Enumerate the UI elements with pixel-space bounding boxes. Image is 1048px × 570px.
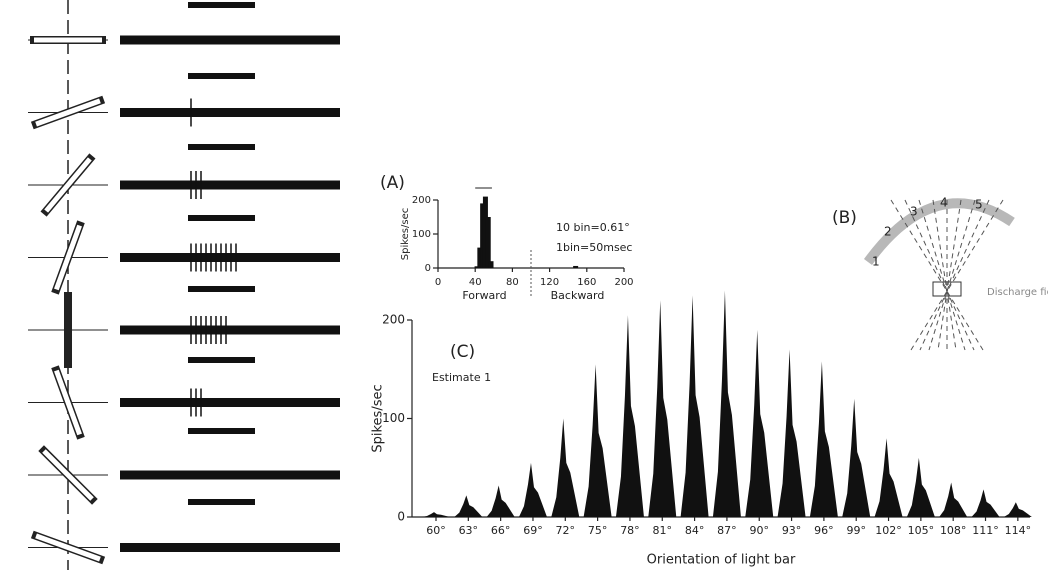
bar <box>477 247 483 268</box>
panel-label: (A) <box>380 173 405 193</box>
y-tick-label: 0 <box>425 263 431 274</box>
y-axis-label: Spikes/sec <box>371 384 386 452</box>
light-bar-inner <box>54 224 82 291</box>
light-bar-inner <box>54 369 82 436</box>
x-tick-label: 87° <box>717 524 737 537</box>
stimulus-panel <box>28 0 340 570</box>
ray <box>937 199 962 351</box>
x-tick-label: 40 <box>469 277 482 288</box>
x-tick-label: 75° <box>588 524 608 537</box>
position-label: 3 <box>910 205 918 219</box>
annotation: Estimate 1 <box>432 371 491 384</box>
histogram-group <box>680 295 709 517</box>
x-tick-label: 120 <box>540 277 559 288</box>
light-bar-inner <box>44 157 92 213</box>
bar <box>482 196 488 268</box>
y-axis-label: Spikes/sec <box>400 208 411 261</box>
histogram-group <box>615 315 644 517</box>
x-tick-label: 108° <box>940 524 967 537</box>
histogram-group <box>422 512 450 517</box>
panel-label: (C) <box>450 342 475 362</box>
x-tick-label: 80 <box>506 277 519 288</box>
bar <box>480 203 486 268</box>
x-tick-label: 0 <box>435 277 441 288</box>
histogram-group <box>486 485 515 517</box>
ray <box>904 199 975 351</box>
histogram-group <box>906 457 935 517</box>
x-tick-label: 69° <box>523 524 543 537</box>
histogram-group <box>939 482 968 517</box>
y-tick-label: 200 <box>412 195 431 206</box>
bar <box>485 217 491 268</box>
x-tick-label: 72° <box>556 524 576 537</box>
bar <box>573 265 579 268</box>
bar <box>488 261 494 268</box>
histogram-group <box>842 398 871 517</box>
histogram-group <box>518 462 547 517</box>
histogram-group <box>971 489 1000 517</box>
x-tick-label: 200 <box>614 277 633 288</box>
light-bar-inner <box>42 449 94 501</box>
x-tick-label: 160 <box>577 277 596 288</box>
position-label: 4 <box>940 196 948 210</box>
arc <box>863 198 1015 265</box>
histogram-group <box>745 329 774 517</box>
light-bar-inner <box>35 98 101 127</box>
y-tick-label: 100 <box>382 411 405 425</box>
x-label: Forward <box>462 289 506 302</box>
histogram-group <box>454 495 483 517</box>
x-tick-label: 66° <box>491 524 511 537</box>
x-tick-label: 84° <box>685 524 705 537</box>
bar <box>474 266 480 268</box>
histogram-group <box>809 361 838 517</box>
note: 1bin=50msec <box>556 241 632 254</box>
position-label: 1 <box>872 255 880 269</box>
x-tick-label: 78° <box>620 524 640 537</box>
position-label: 2 <box>884 225 892 239</box>
histogram-group <box>583 364 612 517</box>
x-tick-label: 90° <box>749 524 769 537</box>
panel-label: (B) <box>832 208 857 228</box>
x-tick-label: 96° <box>814 524 834 537</box>
histogram-group <box>777 349 806 517</box>
x-tick-label: 111° <box>972 524 999 537</box>
x-tick-label: 102° <box>875 524 902 537</box>
ray <box>932 199 957 351</box>
ray <box>928 199 976 351</box>
field-label: Discharge field <box>987 287 1048 298</box>
ray <box>890 199 984 351</box>
ray <box>910 199 1004 351</box>
x-tick-label: 93° <box>782 524 802 537</box>
histogram-group <box>712 290 741 517</box>
x-axis-label: Orientation of light bar <box>647 553 796 568</box>
x-tick-label: 105° <box>908 524 935 537</box>
ray <box>918 199 966 351</box>
y-tick-label: 100 <box>412 229 431 240</box>
histogram-group <box>551 418 580 517</box>
ray <box>919 199 990 351</box>
histogram-group <box>874 438 903 517</box>
histogram-group <box>1003 502 1032 517</box>
histogram-group <box>648 300 677 517</box>
x-tick-label: 63° <box>459 524 479 537</box>
y-tick-label: 200 <box>382 313 405 327</box>
light-bar-inner <box>35 533 101 562</box>
note: 10 bin=0.61° <box>556 221 630 234</box>
x-tick-label: 81° <box>653 524 673 537</box>
y-tick-label: 0 <box>397 510 405 524</box>
x-tick-label: 99° <box>846 524 866 537</box>
x-label: Backward <box>551 289 605 302</box>
x-tick-label: 60° <box>426 524 446 537</box>
diagram-b: (B) Discharge field 1 2 3 4 5 <box>832 196 1048 351</box>
x-tick-label: 114° <box>1005 524 1032 537</box>
position-label: 5 <box>975 198 983 212</box>
